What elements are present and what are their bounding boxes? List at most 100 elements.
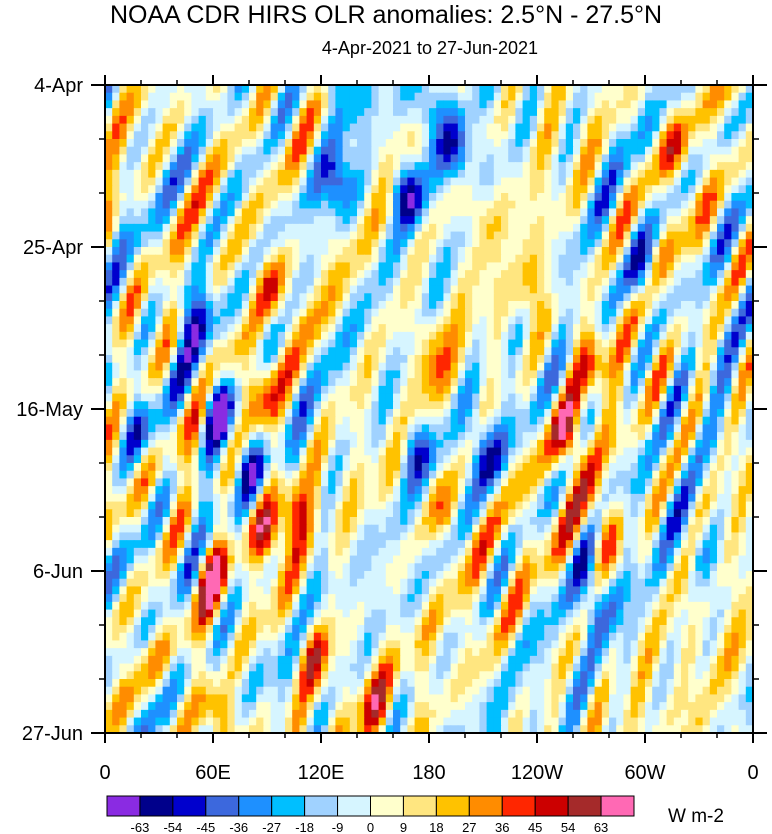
field-cell <box>558 200 567 210</box>
field-cell <box>652 231 660 240</box>
field-cell <box>414 123 423 132</box>
field-cell <box>371 216 380 225</box>
field-cell <box>349 277 358 287</box>
field-cell <box>220 470 228 480</box>
field-cell <box>580 501 588 510</box>
field-cell <box>119 162 128 171</box>
field-cell <box>385 131 394 140</box>
field-cell <box>551 339 560 348</box>
field-cell <box>745 401 753 410</box>
field-cell <box>126 208 135 217</box>
field-cell <box>364 355 372 364</box>
field-cell <box>623 439 632 449</box>
field-cell <box>357 393 365 402</box>
field-cell <box>457 193 466 202</box>
field-cell <box>213 154 221 163</box>
field-cell <box>702 432 711 441</box>
field-cell <box>472 85 480 94</box>
field-cell <box>292 92 300 102</box>
field-cell <box>501 123 509 132</box>
field-cell <box>285 239 293 248</box>
field-cell <box>443 216 452 225</box>
field-cell <box>299 463 308 472</box>
field-cell <box>429 285 437 294</box>
field-cell <box>731 85 740 94</box>
field-cell <box>227 331 236 341</box>
field-cell <box>292 478 300 487</box>
field-cell <box>306 493 315 503</box>
field-cell <box>299 509 308 518</box>
field-cell <box>717 216 725 225</box>
field-cell <box>421 301 430 310</box>
field-cell <box>565 362 574 372</box>
field-cell <box>364 324 372 333</box>
field-cell <box>558 293 567 302</box>
field-cell <box>285 254 293 264</box>
field-cell <box>501 154 509 163</box>
field-cell <box>637 223 646 233</box>
field-cell <box>688 401 696 410</box>
field-cell <box>184 308 192 318</box>
field-cell <box>515 455 524 464</box>
field-cell <box>673 223 682 233</box>
field-cell <box>277 169 286 179</box>
field-cell <box>105 139 113 148</box>
field-cell <box>385 501 394 510</box>
field-cell <box>587 439 596 449</box>
field-cell <box>429 355 437 364</box>
field-cell <box>544 131 552 140</box>
field-cell <box>421 339 430 348</box>
field-cell <box>213 370 221 379</box>
field-cell <box>645 401 653 410</box>
field-cell <box>681 447 689 456</box>
field-cell <box>414 470 423 480</box>
field-cell <box>169 185 178 194</box>
field-cell <box>587 123 596 132</box>
field-cell <box>558 339 567 348</box>
field-cell <box>133 501 142 510</box>
field-cell <box>508 339 516 348</box>
field-cell <box>141 470 149 480</box>
field-cell <box>666 308 675 318</box>
field-cell <box>335 247 344 256</box>
field-cell <box>515 193 524 202</box>
field-cell <box>205 301 214 310</box>
field-cell <box>112 470 120 480</box>
field-cell <box>292 370 300 379</box>
field-cell <box>472 416 480 426</box>
field-cell <box>709 355 718 364</box>
field-cell <box>393 378 401 387</box>
field-cell <box>522 216 531 225</box>
field-cell <box>565 301 574 310</box>
field-cell <box>681 308 689 318</box>
field-cell <box>580 324 588 333</box>
field-cell <box>285 100 293 109</box>
field-cell <box>558 185 567 194</box>
field-cell <box>148 378 156 387</box>
field-cell <box>169 509 178 518</box>
field-cell <box>587 331 596 341</box>
field-cell <box>321 154 329 163</box>
field-cell <box>126 478 135 487</box>
field-cell <box>371 362 380 372</box>
field-cell <box>522 285 531 294</box>
field-cell <box>285 293 293 302</box>
field-cell <box>573 277 581 287</box>
field-cell <box>205 200 214 210</box>
field-cell <box>515 92 524 102</box>
field-cell <box>587 223 596 233</box>
field-cell <box>558 439 567 449</box>
field-cell <box>378 162 387 171</box>
field-cell <box>313 293 322 302</box>
field-cell <box>601 362 610 372</box>
field-cell <box>673 385 682 395</box>
field-cell <box>393 308 401 318</box>
field-cell <box>313 432 322 441</box>
field-cell <box>213 324 221 333</box>
field-cell <box>342 370 351 379</box>
field-cell <box>645 208 653 217</box>
field-cell <box>335 432 344 441</box>
field-cell <box>616 432 624 441</box>
field-cell <box>169 463 178 472</box>
field-cell <box>558 432 567 441</box>
